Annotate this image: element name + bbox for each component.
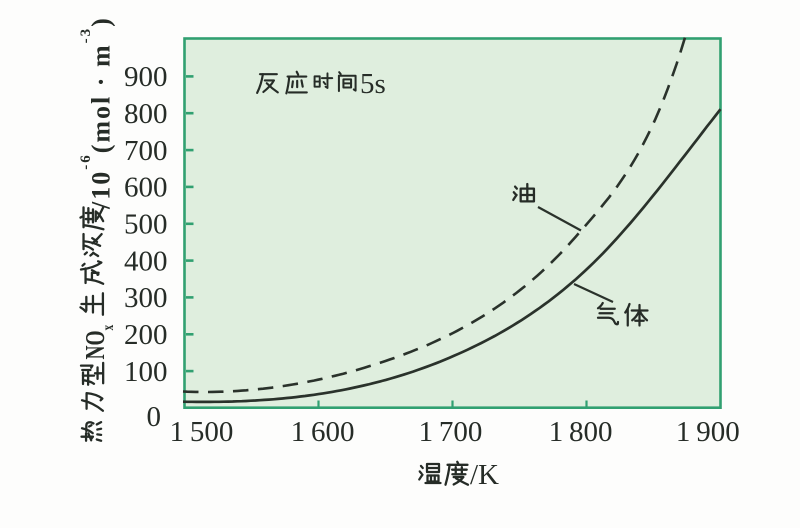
svg-text:300: 300	[124, 282, 168, 314]
svg-text:700: 700	[124, 135, 168, 167]
svg-text:1 500: 1 500	[170, 416, 234, 448]
svg-text:/K: /K	[470, 459, 499, 491]
svg-text:500: 500	[124, 208, 168, 240]
svg-text:200: 200	[124, 319, 168, 351]
svg-text:1 900: 1 900	[676, 416, 740, 448]
svg-text:0: 0	[147, 401, 162, 433]
svg-text:1 700: 1 700	[419, 416, 483, 448]
svg-text:1 800: 1 800	[549, 416, 613, 448]
svg-text:600: 600	[124, 172, 168, 204]
svg-text:400: 400	[124, 245, 168, 277]
svg-text:NOx: NOx	[81, 325, 116, 360]
svg-text:100: 100	[124, 356, 168, 388]
svg-text:800: 800	[124, 98, 168, 130]
svg-text:900: 900	[124, 61, 168, 93]
svg-text:1 600: 1 600	[291, 416, 355, 448]
svg-text:5s: 5s	[360, 68, 386, 100]
